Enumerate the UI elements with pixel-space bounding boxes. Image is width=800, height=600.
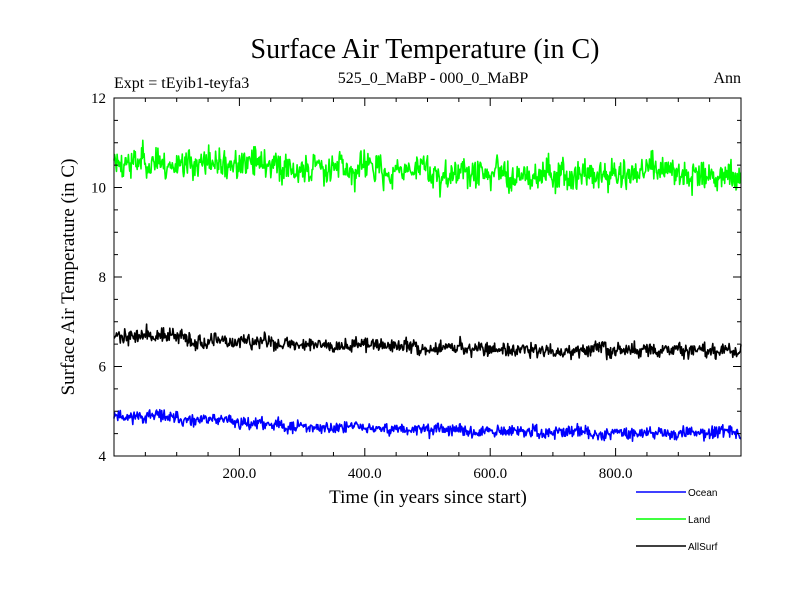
- season-label: Ann: [713, 70, 741, 87]
- series-line-ocean: [113, 408, 742, 443]
- y-axis-label: Surface Air Temperature (in C): [58, 159, 79, 396]
- legend-label-land: Land: [688, 515, 710, 526]
- y-tick-label: 8: [99, 270, 107, 286]
- x-tick-label: 200.0: [223, 466, 257, 482]
- legend-label-allsurf: AllSurf: [688, 542, 718, 553]
- series-line-allsurf: [113, 323, 742, 361]
- legend-label-ocean: Ocean: [688, 488, 717, 499]
- series-layer: [113, 139, 742, 443]
- x-axis-label: Time (in years since start): [329, 487, 527, 508]
- ticks-layer: 200.0 400.0 600.0 800.0 4 6 8 10 12: [91, 91, 741, 482]
- experiment-label: Expt = tEyib1-teyfa3: [114, 75, 249, 92]
- y-tick-label: 10: [91, 181, 106, 197]
- chart-subtitle: 525_0_MaBP - 000_0_MaBP: [338, 70, 529, 87]
- y-tick-label: 6: [99, 360, 107, 376]
- y-tick-label: 12: [91, 91, 106, 107]
- x-tick-label: 400.0: [348, 466, 382, 482]
- legend: Ocean Land AllSurf: [636, 488, 718, 553]
- series-line-land: [113, 139, 742, 198]
- x-tick-label: 800.0: [599, 466, 633, 482]
- chart-title: Surface Air Temperature (in C): [251, 34, 600, 65]
- x-tick-label: 600.0: [473, 466, 507, 482]
- y-tick-label: 4: [99, 449, 107, 465]
